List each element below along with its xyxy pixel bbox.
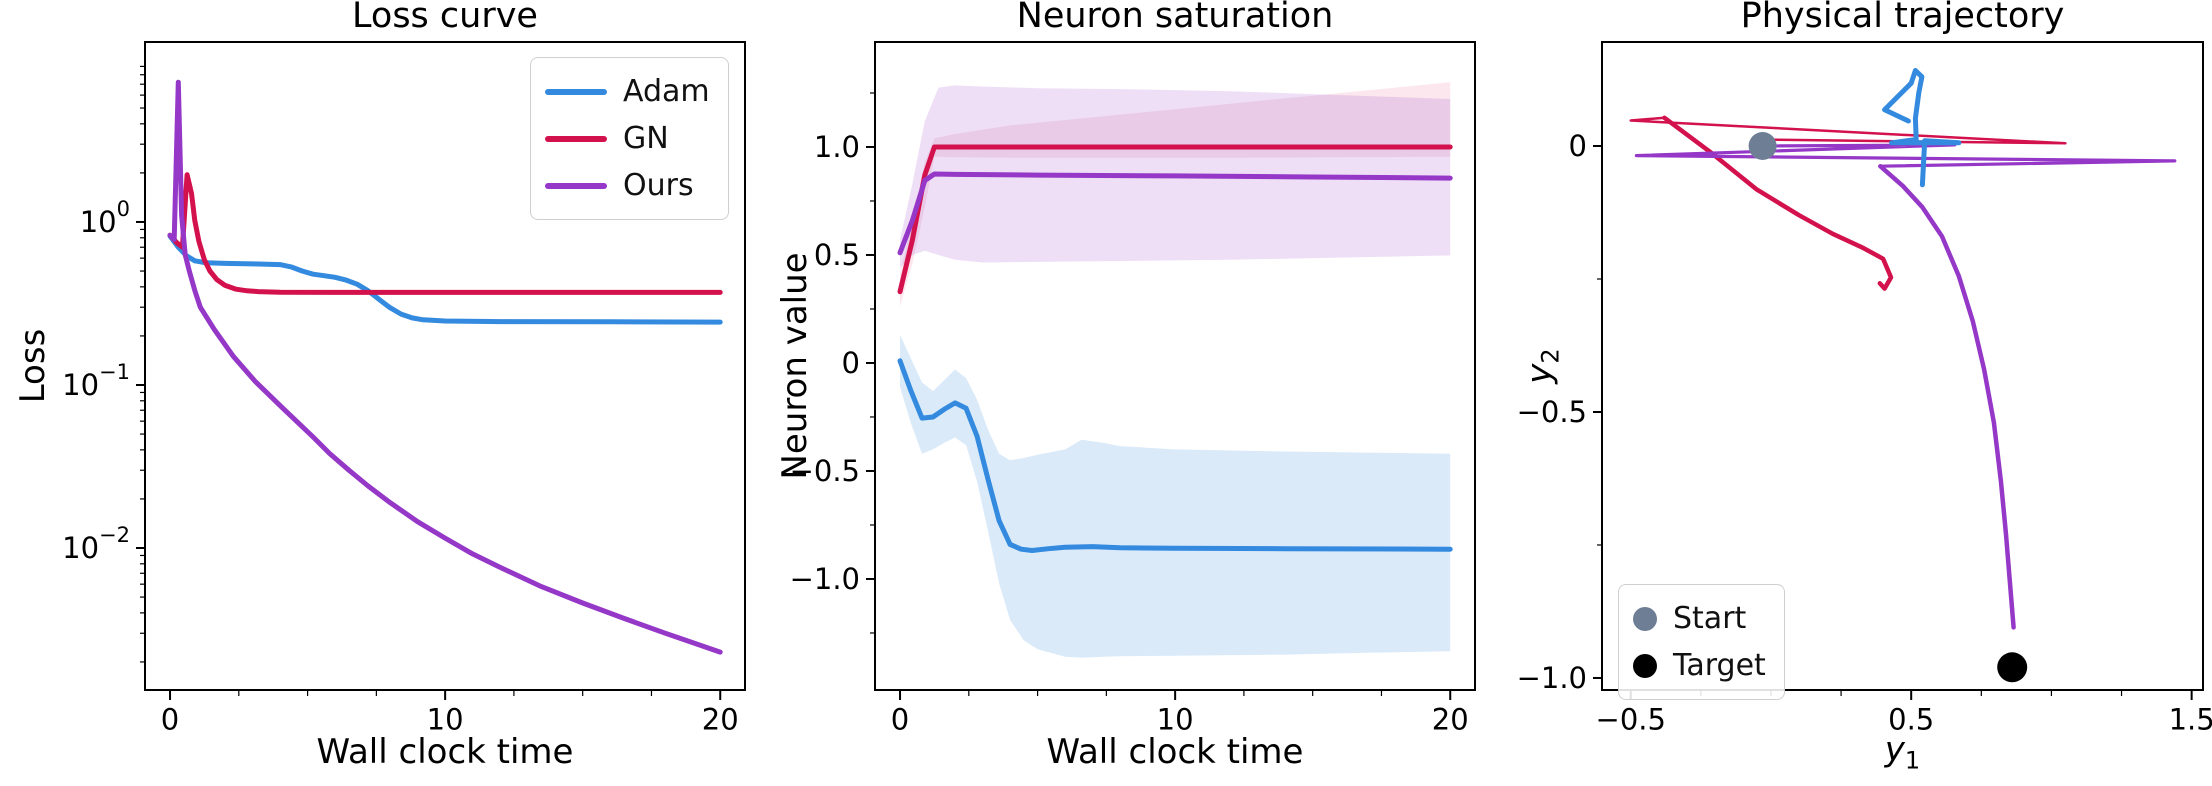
loss-curve-axes-box <box>144 41 746 691</box>
chart-title-neuron-saturation: Neuron saturation <box>1016 0 1334 36</box>
loss-curve-ytick-label: 10−2 <box>62 523 130 565</box>
physical-trajectory-data-layer <box>1629 68 2177 683</box>
legend-item-gn: GN <box>545 115 710 162</box>
neuron-saturation-axes-box <box>874 41 1476 691</box>
legend-line-swatch-gn <box>545 135 607 142</box>
legend-label-start: Start <box>1673 601 1747 636</box>
loss-curve-legend: Adam GN Ours <box>530 57 729 220</box>
legend-item-target: Target <box>1633 642 1766 689</box>
legend-label-ours: Ours <box>623 168 694 203</box>
neuron-saturation-ytick-label: −1.0 <box>790 562 860 596</box>
chart-title-physical-trajectory: Physical trajectory <box>1740 0 2065 36</box>
start-point <box>1748 132 1777 160</box>
neuron-saturation-ytick-label: 0 <box>842 346 860 380</box>
loss-curve-data-layer <box>167 79 723 655</box>
x-axis-label-y1: y1 <box>1884 729 1921 775</box>
ours-line <box>167 79 723 655</box>
loss-curve-ytick-label: 100 <box>80 197 130 239</box>
gn-line <box>897 144 1453 295</box>
physical-trajectory-xtick-label: 0.5 <box>1888 703 1934 737</box>
chart-title-loss-curve: Loss curve <box>352 0 538 36</box>
physical-trajectory-ytick-label: −0.5 <box>1517 395 1587 429</box>
loss-curve-plot: 0 10 20 100 10−1 10−2 <box>62 41 746 737</box>
gn-line <box>167 172 723 295</box>
legend-label-target: Target <box>1673 648 1766 683</box>
physical-trajectory-xtick-label: −0.5 <box>1596 703 1666 737</box>
neuron-saturation-plot: 0 10 20 1.0 0.5 0 −0.5 −1.0 <box>790 41 1476 737</box>
x-axis-label-wall-clock-time-1: Wall clock time <box>316 732 574 772</box>
y-axis-label-neuron-value: Neuron value <box>775 252 815 480</box>
loss-curve-xtick-label: 10 <box>427 703 464 737</box>
physical-trajectory-plot: −0.5 0.5 1.5 0 −0.5 −1.0 <box>1517 41 2212 737</box>
neuron-saturation-xtick-label: 0 <box>891 703 909 737</box>
legend-item-ours: Ours <box>545 162 710 209</box>
legend-line-swatch-ours <box>545 182 607 189</box>
ours-descent-path <box>1878 163 2016 630</box>
physical-trajectory-axes-box <box>1601 41 2204 691</box>
physical-trajectory-xtick-label: 1.5 <box>2169 703 2212 737</box>
legend-label-adam: Adam <box>623 74 710 109</box>
neuron-saturation-ticks <box>866 92 1452 700</box>
trajectory-legend: Start Target <box>1618 584 1785 700</box>
neuron-saturation-xtick-label: 20 <box>1432 703 1469 737</box>
legend-dot-swatch-start <box>1633 606 1657 631</box>
legend-dot-swatch-target <box>1633 653 1657 678</box>
physical-trajectory-ytick-label: 0 <box>1569 129 1587 163</box>
ours-sweep-path <box>1634 143 2177 168</box>
legend-item-start: Start <box>1633 595 1766 642</box>
loss-curve-xtick-label: 20 <box>702 703 739 737</box>
neuron-saturation-xtick-label: 10 <box>1157 703 1194 737</box>
adam-band-area <box>900 334 1451 658</box>
gn-descent-path <box>1662 115 1894 291</box>
adam-line <box>167 233 723 325</box>
ours-line <box>897 171 1453 256</box>
physical-trajectory-ytick-label: −1.0 <box>1517 661 1587 695</box>
x-axis-label-wall-clock-time-2: Wall clock time <box>1046 732 1304 772</box>
loss-curve-ticks <box>136 65 722 700</box>
gn-band-area <box>900 82 1451 307</box>
legend-line-swatch-adam <box>545 88 607 95</box>
neuron-saturation-ytick-label: 1.0 <box>814 130 860 164</box>
neuron-saturation-ytick-label: −0.5 <box>790 454 860 488</box>
target-point <box>1997 652 2028 683</box>
legend-label-gn: GN <box>623 121 669 156</box>
neuron-saturation-ytick-label: 0.5 <box>814 238 860 272</box>
loss-curve-ytick-label: 10−1 <box>62 360 130 402</box>
neuron-saturation-data-layer <box>897 82 1453 658</box>
loss-curve-xtick-label: 0 <box>161 703 179 737</box>
adam-squiggle-path <box>1882 68 1962 188</box>
adam-line <box>897 358 1453 553</box>
legend-item-adam: Adam <box>545 68 710 115</box>
y-axis-label-y2: y2 <box>1519 348 1565 384</box>
y-axis-label-loss: Loss <box>13 328 53 404</box>
